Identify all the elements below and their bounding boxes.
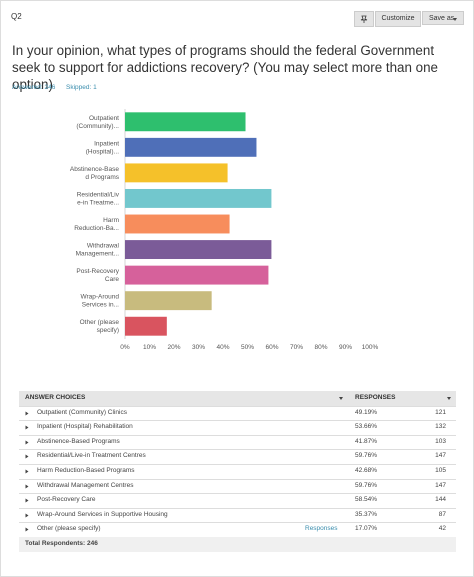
answered: Answered: 246 bbox=[12, 84, 56, 91]
answer-choice: Inpatient (Hospital) Rehabilitation bbox=[37, 423, 133, 431]
x-tick-label: 100% bbox=[362, 344, 379, 351]
percent: 53.66% bbox=[355, 423, 378, 431]
y-tick-label: Abstinence-Base d Programs bbox=[70, 166, 120, 181]
percent: 42.68% bbox=[355, 467, 378, 474]
question-text: In your opinion, what types of programs … bbox=[12, 43, 439, 92]
x-tick-label: 10% bbox=[143, 344, 156, 351]
pin-button[interactable] bbox=[354, 11, 374, 27]
table-row: Inpatient (Hospital) Rehabilitation 53.66… bbox=[19, 420, 456, 436]
percent: 58.54% bbox=[355, 496, 378, 504]
count: 147 bbox=[435, 452, 446, 460]
customize-button[interactable]: Customize bbox=[375, 11, 421, 27]
save-as-label: Save as bbox=[429, 15, 455, 22]
answer-choice: Post-Recovery Care bbox=[37, 496, 96, 504]
table-row: Withdrawal Management Centres 59.76% 147 bbox=[19, 479, 456, 495]
count: 144 bbox=[435, 496, 446, 504]
bar bbox=[125, 214, 230, 234]
percent: 59.76% bbox=[355, 481, 378, 489]
table-row: Wrap-Around Services in Supportive Housi… bbox=[19, 508, 456, 524]
total-respondents: Total Respondents: 246 bbox=[25, 540, 98, 547]
table-row: Post-Recovery Care 58.54% 144 bbox=[19, 493, 456, 509]
bar bbox=[125, 137, 257, 157]
x-tick-label: 60% bbox=[265, 344, 278, 351]
x-tick-label: 70% bbox=[290, 344, 303, 351]
answer-choice: Wrap-Around Services in Supportive Housi… bbox=[37, 510, 168, 518]
column-header: ANSWER CHOICES bbox=[25, 394, 86, 401]
count: 132 bbox=[435, 423, 446, 431]
bar bbox=[125, 112, 246, 132]
answer-choice: Other (please specify) bbox=[37, 525, 101, 533]
percent: 35.37% bbox=[355, 510, 378, 518]
bar bbox=[125, 163, 228, 183]
percent: 59.76% bbox=[355, 452, 378, 460]
answer-choice: Withdrawal Management Centres bbox=[37, 481, 134, 489]
answer-choice: Residential/Live-in Treatment Centres bbox=[37, 452, 146, 460]
total-row: Total Respondents: 246 bbox=[19, 537, 456, 552]
table-row: Harm Reduction-Based Programs 42.68% 105 bbox=[19, 464, 456, 480]
y-tick-label: Inpatient (Hospital)... bbox=[86, 140, 119, 155]
y-tick-label: Harm Reduction-Ba... bbox=[74, 217, 119, 232]
bar bbox=[125, 240, 272, 260]
x-tick-label: 50% bbox=[241, 344, 254, 351]
table-header: ANSWER CHOICES RESPONSES bbox=[19, 391, 456, 407]
y-tick-label: Withdrawal Management... bbox=[76, 243, 120, 258]
save-as-button[interactable]: Save as bbox=[422, 11, 464, 25]
percent: 41.87% bbox=[355, 437, 378, 445]
y-tick-label: Wrap-Around Services in... bbox=[80, 294, 119, 309]
x-tick-label: 0% bbox=[120, 344, 130, 351]
x-tick-label: 20% bbox=[167, 344, 180, 351]
count: 87 bbox=[438, 510, 446, 518]
count: 147 bbox=[435, 481, 446, 489]
count: 103 bbox=[435, 437, 446, 445]
skipped: Skipped: 1 bbox=[66, 84, 97, 91]
bar bbox=[125, 188, 272, 208]
chart: 0% 10% 20% 30% 40% 50% 60% 70% 80% 90% 100% Outpati… bbox=[70, 109, 379, 351]
count: 121 bbox=[435, 408, 446, 416]
count: 105 bbox=[435, 467, 446, 474]
x-tick-label: 30% bbox=[192, 344, 205, 351]
answer-choice: Outpatient (Community) Clinics bbox=[37, 408, 127, 416]
table-row: Outpatient (Community) Clinics 49.19% 121 bbox=[19, 406, 456, 422]
bar bbox=[125, 291, 212, 311]
x-tick-label: 40% bbox=[216, 344, 229, 351]
answer-choice: Harm Reduction-Based Programs bbox=[37, 467, 135, 474]
x-tick-label: 80% bbox=[314, 344, 327, 351]
x-tick-label: 90% bbox=[339, 344, 352, 351]
bar bbox=[125, 265, 269, 285]
column-header: RESPONSES bbox=[355, 394, 396, 401]
responses-link[interactable]: Responses bbox=[305, 525, 338, 533]
percent: 49.19% bbox=[355, 408, 378, 416]
question-number: Q2 bbox=[11, 12, 22, 21]
table-row: Residential/Live-in Treatment Centres 59.… bbox=[19, 449, 456, 465]
table-row: Other (please specify) 17.07% 42 Responses bbox=[19, 522, 456, 538]
answer-choice: Abstinence-Based Programs bbox=[37, 437, 120, 445]
bar bbox=[125, 316, 167, 336]
percent: 17.07% bbox=[355, 525, 378, 533]
table-row: Abstinence-Based Programs 41.87% 103 bbox=[19, 435, 456, 451]
count: 42 bbox=[438, 525, 446, 533]
y-tick-label: Residential/Liv e-in Treatme... bbox=[77, 191, 120, 206]
y-tick-label: Other (please specify) bbox=[80, 319, 120, 334]
y-tick-label: Post-Recovery Care bbox=[76, 268, 119, 283]
y-tick-label: Outpatient (Community)... bbox=[76, 115, 119, 130]
